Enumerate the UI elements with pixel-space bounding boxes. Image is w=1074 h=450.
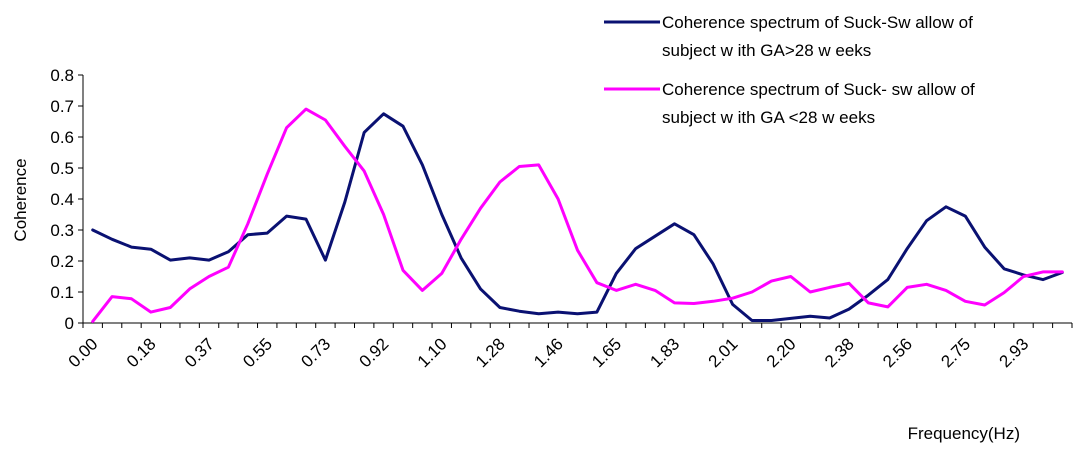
y-tick-label: 0.6 — [50, 128, 74, 147]
y-tick-label: 0.1 — [50, 283, 74, 302]
y-tick-label: 0.3 — [50, 221, 74, 240]
x-tick-label: 0.73 — [297, 334, 334, 371]
legend: Coherence spectrum of Suck-Sw allow of su… — [604, 13, 975, 127]
series-line-2 — [91, 107, 1064, 323]
x-tick-label: 2.01 — [705, 334, 742, 371]
legend-label-2: Coherence spectrum of Suck- sw allow of — [662, 80, 975, 99]
y-tick-label: 0 — [65, 314, 74, 333]
y-tick-label: 0.2 — [50, 252, 74, 271]
y-tick-label: 0.4 — [50, 190, 74, 209]
legend-label-1: Coherence spectrum of Suck-Sw allow of — [662, 13, 973, 32]
y-ticks: 0 0.1 0.2 0.3 0.4 0.5 0.6 0.7 0.8 — [50, 66, 83, 333]
x-tick-label: 1.83 — [646, 334, 683, 371]
x-ticks: 0.00 0.18 0.37 0.55 0.73 0.92 1.10 1.28 1.46 1.65… — [65, 323, 1073, 371]
y-tick-label: 0.8 — [50, 66, 74, 85]
x-tick-label: 1.28 — [472, 334, 509, 371]
x-tick-label: 1.10 — [414, 334, 451, 371]
x-tick-label: 0.37 — [181, 334, 218, 371]
x-tick-label: 1.46 — [530, 334, 567, 371]
series-line-1 — [91, 112, 1064, 322]
y-axis-title: Coherence — [11, 158, 30, 241]
legend-label-1: subject w ith GA>28 w eeks — [662, 41, 871, 60]
x-tick-label: 0.55 — [239, 334, 276, 371]
x-tick-label: 2.93 — [996, 334, 1033, 371]
plot-area: 00.10.20.30.40.50.60.70.8 0.00 0.18 0.37 0.… — [50, 66, 1073, 371]
x-tick-label: 2.38 — [821, 334, 858, 371]
x-tick-label: 1.65 — [588, 334, 625, 371]
legend-label-2: subject w ith GA <28 w eeks — [662, 108, 875, 127]
y-tick-label: 0.5 — [50, 159, 74, 178]
y-tick-label: 0.7 — [50, 97, 74, 116]
x-axis-title: Frequency(Hz) — [908, 424, 1020, 443]
x-tick-label: 2.56 — [879, 334, 916, 371]
x-tick-label: 2.20 — [763, 334, 800, 371]
x-tick-label: 0.92 — [356, 334, 393, 371]
x-tick-label: 0.00 — [65, 334, 102, 371]
x-tick-label: 0.18 — [123, 334, 160, 371]
series-lines — [91, 107, 1064, 323]
x-tick-label: 2.75 — [937, 334, 974, 371]
